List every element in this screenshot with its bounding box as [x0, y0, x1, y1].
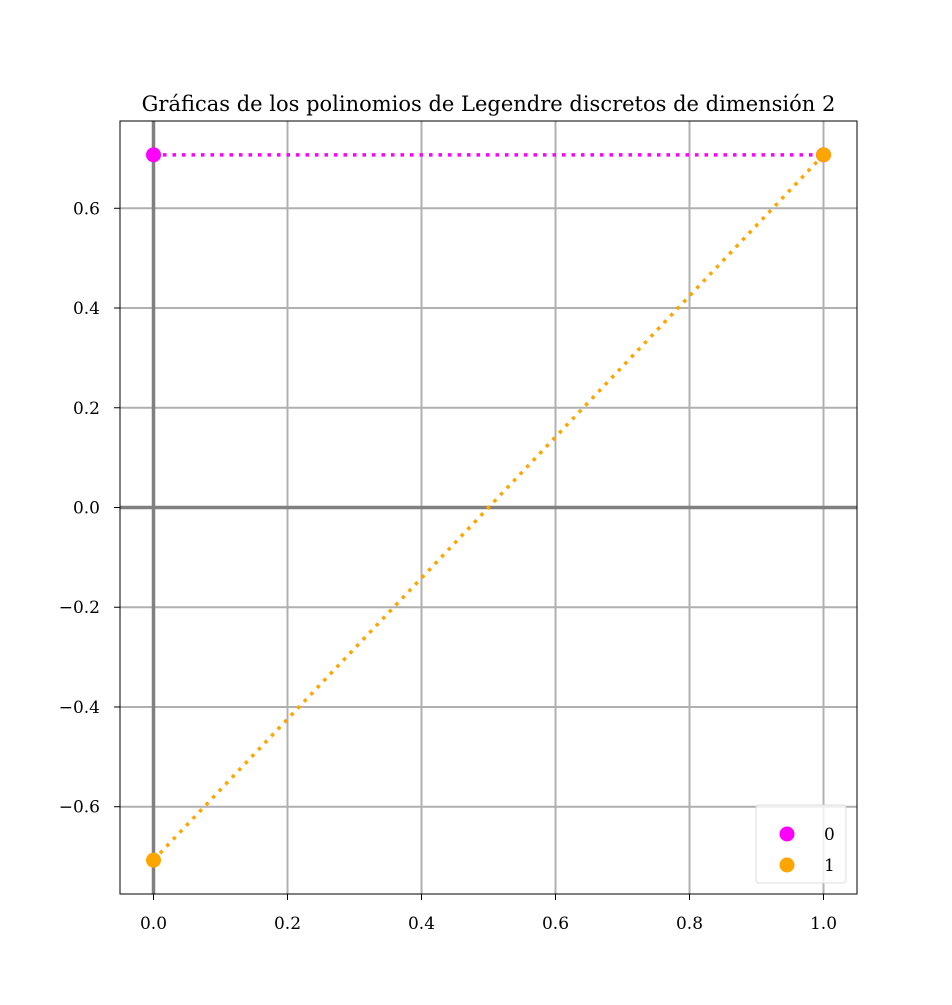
data-point — [146, 147, 161, 163]
x-tick-label: 0.8 — [676, 914, 703, 934]
x-axis: 0.0 0.2 0.4 0.6 0.8 1.0 — [140, 894, 837, 934]
data-point — [816, 147, 831, 163]
legend-label: 0 — [824, 825, 835, 845]
x-tick-label: 0.2 — [274, 914, 301, 934]
y-tick-label: 0.2 — [73, 399, 100, 419]
y-tick-label: 0.4 — [73, 299, 100, 319]
series-layer — [146, 147, 831, 868]
y-tick-label: −0.6 — [59, 798, 100, 818]
legend-box — [755, 804, 847, 884]
y-tick-label: −0.2 — [59, 598, 100, 618]
y-tick-label: 0.6 — [73, 199, 100, 219]
y-axis: −0.6 −0.4 −0.2 0.0 0.2 0.4 0.6 — [59, 199, 120, 818]
series-0 — [146, 147, 831, 163]
x-tick-label: 0.4 — [408, 914, 435, 934]
chart-title: Gráficas de los polinomios de Legendre d… — [142, 92, 836, 116]
x-tick-label: 0.0 — [140, 914, 167, 934]
x-tick-label: 0.6 — [542, 914, 569, 934]
y-tick-label: 0.0 — [73, 499, 100, 519]
series-line — [152, 153, 825, 862]
legend-marker — [779, 857, 795, 873]
legend: 01 — [755, 804, 847, 884]
legend-label: 1 — [824, 856, 835, 876]
x-tick-label: 1.0 — [810, 914, 837, 934]
legend-marker — [779, 826, 795, 842]
y-tick-label: −0.4 — [59, 698, 100, 718]
legend-item: 1 — [779, 856, 835, 876]
series-1 — [146, 147, 831, 868]
legend-item: 0 — [779, 825, 835, 845]
data-point — [146, 852, 161, 868]
